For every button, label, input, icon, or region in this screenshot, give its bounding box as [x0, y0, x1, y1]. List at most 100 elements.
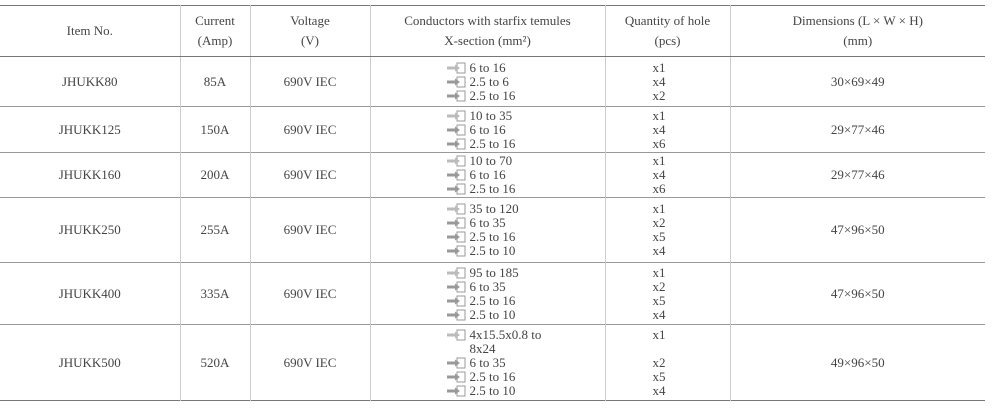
header-text: Voltage — [290, 13, 330, 28]
dimensions-cell: 30×69×49 — [729, 56, 985, 107]
holes-text: x1 — [652, 326, 666, 342]
current-cell: 335A — [179, 262, 250, 325]
arrow — [446, 78, 460, 85]
conductor-line: 2.5 to 10 — [446, 244, 605, 258]
header-text: Quantity of hole — [624, 13, 711, 28]
arrow — [446, 373, 460, 380]
table-row: JHUKK125 150A 690V IEC 10 to 35 6 to 16 2.5 t… — [0, 106, 985, 153]
arrow — [446, 171, 460, 179]
conductor-cell: 35 to 120 6 to 35 2.5 to 16 2.5 to 10 — [369, 197, 605, 263]
header-text: Conductors with starfix temules — [404, 13, 571, 28]
header-text: (Amp) — [197, 33, 233, 48]
voltage-cell: 690V IEC — [249, 56, 370, 107]
arrow — [446, 297, 460, 304]
current-cell: 520A — [179, 324, 250, 401]
conductor-text: 2.5 to 16 — [469, 181, 516, 196]
holes-cell: x1 x2 x5 x4 — [604, 197, 730, 263]
current-cell: 85A — [179, 56, 250, 107]
holes-cell: x1 x4 x2 — [604, 56, 730, 107]
conductor-line: 10 to 70 — [446, 154, 605, 168]
header-cell: Item No. — [0, 5, 180, 57]
arrow — [446, 311, 460, 318]
holes-text: x6 — [652, 181, 666, 196]
conductor-line: 2.5 to 10 — [446, 382, 605, 398]
header-cell: Quantity of hole (pcs) — [604, 5, 730, 57]
conductor-icon — [446, 124, 465, 135]
arrow — [446, 387, 460, 394]
arrow — [446, 331, 460, 338]
holes-text: x1 — [652, 59, 666, 75]
spec-table: Item No. Current (Amp) Voltage (V) Conductors… — [0, 5, 985, 401]
conductor-text: 10 to 70 — [469, 153, 513, 168]
header-text: Current — [195, 13, 235, 28]
conductor-text: 2.5 to 10 — [469, 382, 516, 398]
arrow — [446, 112, 460, 119]
conductor-text: 2.5 to 16 — [469, 87, 516, 103]
dimensions-cell: 47×96×50 — [729, 197, 985, 263]
conductor-icon — [446, 267, 465, 278]
dimensions-cell: 49×96×50 — [729, 324, 985, 401]
conductor-text: 6 to 16 — [469, 59, 506, 75]
voltage-cell: 690V IEC — [249, 262, 370, 325]
conductor-line: 2.5 to 6 — [446, 73, 605, 89]
holes-text: x1 — [652, 201, 666, 216]
arrow — [446, 92, 460, 99]
holes-text: x4 — [652, 73, 666, 89]
arrow — [446, 247, 460, 255]
conductor-text: 6 to 16 — [469, 167, 506, 182]
arrow — [446, 283, 460, 290]
header-row: Item No. Current (Amp) Voltage (V) Conductors… — [0, 5, 985, 57]
header-cell: Conductors with starfix temules X-section… — [369, 5, 605, 57]
conductor-icon — [446, 357, 465, 368]
table-row: JHUKK80 85A 690V IEC 6 to 16 2.5 to 6 2.5 to … — [0, 56, 985, 107]
conductor-text: 6 to 35 — [469, 215, 506, 230]
current-cell: 200A — [179, 152, 250, 198]
arrow — [446, 359, 460, 366]
holes-text: x2 — [652, 87, 666, 103]
holes-text: x1 — [652, 153, 666, 168]
conductor-text: 35 to 120 — [469, 201, 519, 216]
header-text: (pcs) — [654, 33, 681, 48]
conductor-text: 6 to 35 — [469, 354, 506, 370]
conductor-line: 4x15.5x0.8 to 8x24 — [446, 327, 605, 356]
holes-cell: x1 x2 x5 x4 — [604, 324, 730, 401]
conductor-icon — [446, 76, 465, 87]
header-text: Item No. — [66, 23, 113, 38]
voltage-cell: 690V IEC — [249, 324, 370, 401]
conductor-icon — [446, 217, 465, 229]
conductor-icon — [446, 309, 465, 320]
conductor-text: 2.5 to 10 — [469, 243, 516, 258]
conductor-icon — [446, 245, 465, 257]
arrow — [446, 126, 460, 133]
conductor-icon — [446, 329, 465, 340]
table-row: JHUKK400 335A 690V IEC 95 to 185 6 to 35 2.5 … — [0, 262, 985, 325]
item-cell: JHUKK160 — [0, 152, 180, 198]
conductor-line: 2.5 to 16 — [446, 136, 605, 151]
conductor-icon — [446, 62, 465, 73]
current-cell: 255A — [179, 197, 250, 263]
conductor-text: 2.5 to 16 — [469, 229, 516, 244]
arrow — [446, 219, 460, 227]
conductor-cell: 10 to 35 6 to 16 2.5 to 16 — [369, 106, 605, 153]
dimensions-cell: 29×77×46 — [729, 152, 985, 198]
holes-text: x4 — [652, 382, 666, 398]
dimensions-cell: 29×77×46 — [729, 106, 985, 153]
conductor-text: 2.5 to 6 — [469, 73, 509, 89]
conductor-text: 2.5 to 10 — [469, 306, 516, 322]
holes-text: x2 — [652, 215, 666, 230]
conductor-line: 6 to 16 — [446, 59, 605, 75]
holes-text: x4 — [652, 306, 666, 322]
arrow — [446, 185, 460, 193]
conductor-cell: 4x15.5x0.8 to 8x24 6 to 35 2.5 to 16 2.5 to… — [369, 324, 605, 401]
holes-text: x5 — [652, 368, 666, 384]
conductor-line: 35 to 120 — [446, 202, 605, 216]
arrow — [446, 64, 460, 71]
conductor-cell: 95 to 185 6 to 35 2.5 to 16 2.5 to 10 — [369, 262, 605, 325]
conductor-cell: 10 to 70 6 to 16 2.5 to 16 — [369, 152, 605, 198]
arrow — [446, 157, 460, 165]
conductor-text: 2.5 to 16 — [469, 292, 516, 308]
item-cell: JHUKK250 — [0, 197, 180, 263]
conductor-text: 10 to 35 — [469, 107, 513, 123]
table-row: JHUKK250 255A 690V IEC 35 to 120 6 to 35 2.5 … — [0, 197, 985, 263]
item-cell: JHUKK125 — [0, 106, 180, 153]
